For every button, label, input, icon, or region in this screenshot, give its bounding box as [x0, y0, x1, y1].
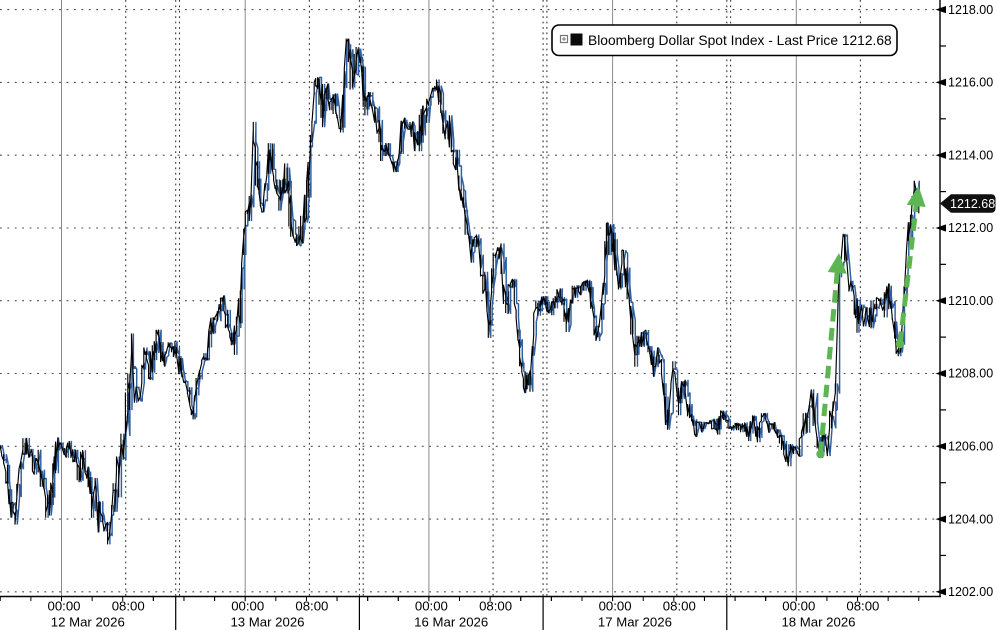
- svg-text:00:00: 00:00: [231, 599, 264, 614]
- svg-text:1208.00: 1208.00: [948, 367, 993, 381]
- svg-text:08:00: 08:00: [295, 599, 328, 614]
- svg-text:08:00: 08:00: [663, 599, 696, 614]
- svg-text:1212.00: 1212.00: [948, 221, 993, 235]
- svg-text:1210.00: 1210.00: [948, 294, 993, 308]
- svg-text:13 Mar 2026: 13 Mar 2026: [230, 615, 304, 630]
- svg-text:1202.00: 1202.00: [948, 585, 993, 599]
- svg-text:00:00: 00:00: [599, 599, 632, 614]
- svg-text:12 Mar 2026: 12 Mar 2026: [51, 615, 125, 630]
- svg-text:00:00: 00:00: [782, 599, 815, 614]
- svg-text:08:00: 08:00: [112, 599, 145, 614]
- svg-text:1206.00: 1206.00: [948, 440, 993, 454]
- svg-text:08:00: 08:00: [846, 599, 879, 614]
- svg-text:1216.00: 1216.00: [948, 76, 993, 90]
- svg-text:18 Mar 2026: 18 Mar 2026: [781, 615, 855, 630]
- svg-text:08:00: 08:00: [479, 599, 512, 614]
- svg-text:1218.00: 1218.00: [948, 3, 993, 17]
- svg-text:00:00: 00:00: [47, 599, 80, 614]
- svg-text:1204.00: 1204.00: [948, 512, 993, 526]
- svg-text:Bloomberg Dollar Spot Index -: Bloomberg Dollar Spot Index - Last Price…: [588, 33, 892, 48]
- svg-text:16 Mar 2026: 16 Mar 2026: [414, 615, 488, 630]
- svg-text:1214.00: 1214.00: [948, 148, 993, 162]
- svg-text:17 Mar 2026: 17 Mar 2026: [598, 615, 672, 630]
- svg-text:00:00: 00:00: [415, 599, 448, 614]
- svg-text:1212.68: 1212.68: [950, 197, 995, 211]
